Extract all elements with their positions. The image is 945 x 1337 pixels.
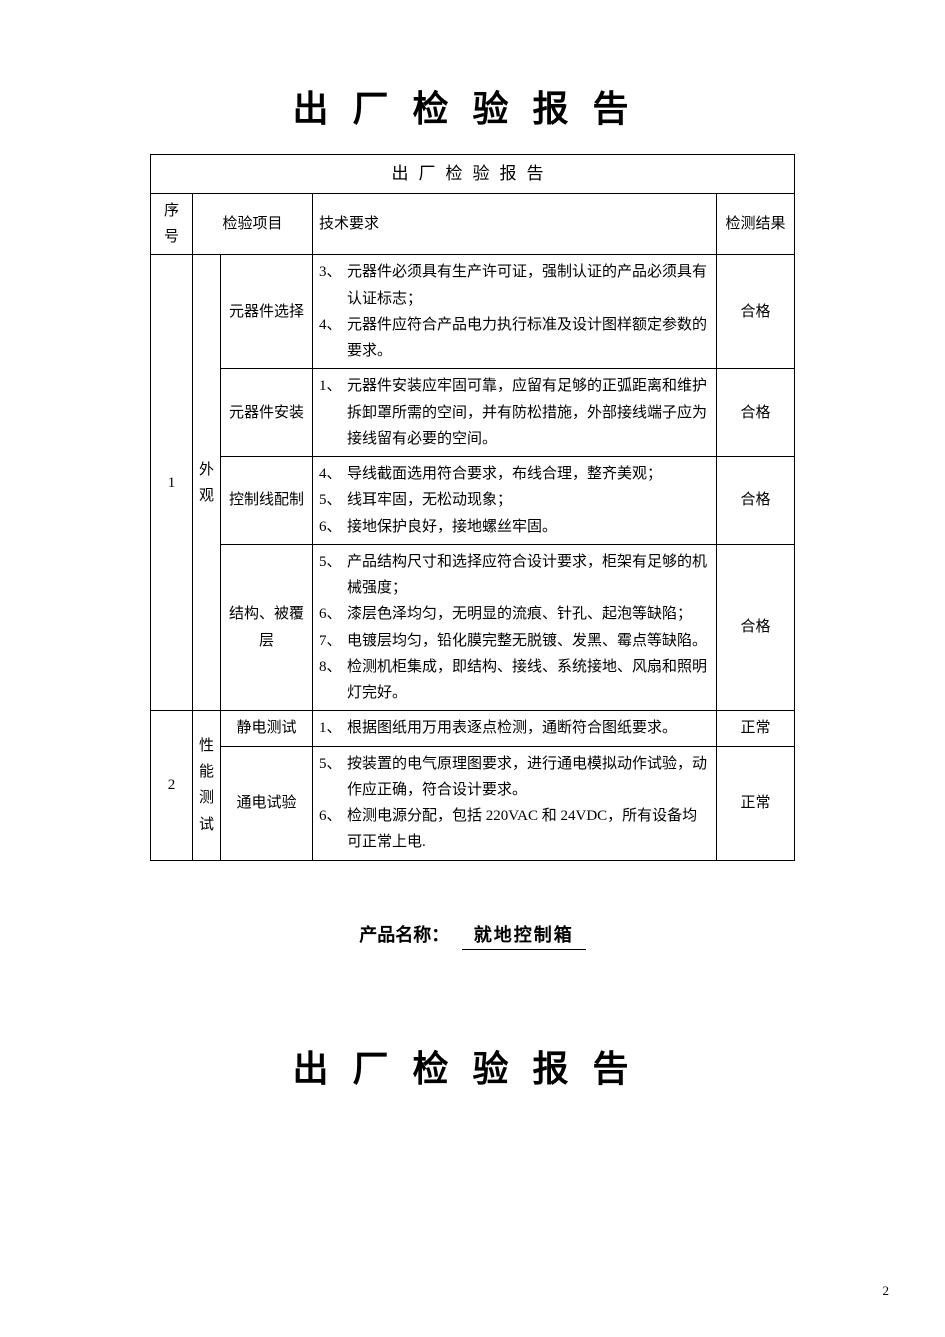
inspection-table: 出厂检验报告 序号 检验项目 技术要求 检测结果 1 外观 元器件选择 3、元器… <box>150 154 795 861</box>
req-text: 导线截面选用符合要求，布线合理，整齐美观； <box>347 461 710 487</box>
col-header-seq: 序号 <box>151 193 193 255</box>
item-cell: 通电试验 <box>221 746 313 860</box>
category-cell: 外观 <box>193 255 221 711</box>
req-num: 6、 <box>319 514 347 540</box>
req-cell: 4、导线截面选用符合要求，布线合理，整齐美观； 5、线耳牢固，无松动现象； 6、… <box>313 457 717 545</box>
req-text: 元器件安装应牢固可靠，应留有足够的正弧距离和维护拆卸罩所需的空间，并有防松措施，… <box>347 373 710 452</box>
req-text: 元器件必须具有生产许可证，强制认证的产品必须具有认证标志； <box>347 259 710 312</box>
req-text: 漆层色泽均匀，无明显的流痕、针孔、起泡等缺陷； <box>347 601 710 627</box>
category-cell: 性能测试 <box>193 711 221 860</box>
req-cell: 1、根据图纸用万用表逐点检测，通断符合图纸要求。 <box>313 711 717 746</box>
req-cell: 1、元器件安装应牢固可靠，应留有足够的正弧距离和维护拆卸罩所需的空间，并有防松措… <box>313 369 717 457</box>
req-text: 电镀层均匀，铅化膜完整无脱镀、发黑、霉点等缺陷。 <box>347 628 710 654</box>
req-num: 1、 <box>319 715 347 741</box>
req-num: 4、 <box>319 312 347 338</box>
req-num: 6、 <box>319 601 347 627</box>
req-text: 线耳牢固，无松动现象； <box>347 487 710 513</box>
result-cell: 合格 <box>717 457 795 545</box>
item-cell: 元器件安装 <box>221 369 313 457</box>
col-header-req: 技术要求 <box>313 193 717 255</box>
req-text: 产品结构尺寸和选择应符合设计要求，柜架有足够的机械强度； <box>347 549 710 602</box>
req-cell: 3、元器件必须具有生产许可证，强制认证的产品必须具有认证标志； 4、元器件应符合… <box>313 255 717 369</box>
req-num: 5、 <box>319 751 347 777</box>
result-cell: 正常 <box>717 746 795 860</box>
req-num: 8、 <box>319 654 347 680</box>
result-cell: 合格 <box>717 369 795 457</box>
page-number: 2 <box>883 1283 890 1299</box>
item-cell: 控制线配制 <box>221 457 313 545</box>
req-num: 7、 <box>319 628 347 654</box>
product-label: 产品名称： <box>359 925 449 945</box>
req-text: 根据图纸用万用表逐点检测，通断符合图纸要求。 <box>347 715 710 741</box>
second-title: 出厂检验报告 <box>150 1040 795 1092</box>
item-cell: 静电测试 <box>221 711 313 746</box>
seq-cell: 1 <box>151 255 193 711</box>
req-text: 接地保护良好，接地螺丝牢固。 <box>347 514 710 540</box>
result-cell: 正常 <box>717 711 795 746</box>
main-title: 出厂检验报告 <box>150 80 795 132</box>
result-cell: 合格 <box>717 255 795 369</box>
req-text: 检测机柜集成，即结构、接线、系统接地、风扇和照明灯完好。 <box>347 654 710 707</box>
page-content: 出厂检验报告 出厂检验报告 序号 检验项目 技术要求 检测结果 1 外观 元器件… <box>0 0 945 1092</box>
col-header-result: 检测结果 <box>717 193 795 255</box>
req-num: 5、 <box>319 549 347 575</box>
req-cell: 5、产品结构尺寸和选择应符合设计要求，柜架有足够的机械强度； 6、漆层色泽均匀，… <box>313 544 717 711</box>
table-title: 出厂检验报告 <box>151 155 795 194</box>
req-text: 按装置的电气原理图要求，进行通电模拟动作试验，动作应正确，符合设计要求。 <box>347 751 710 804</box>
req-num: 1、 <box>319 373 347 399</box>
col-header-item: 检验项目 <box>193 193 313 255</box>
product-name-line: 产品名称： 就地控制箱 <box>150 921 795 950</box>
req-text: 元器件应符合产品电力执行标准及设计图样额定参数的要求。 <box>347 312 710 365</box>
req-num: 4、 <box>319 461 347 487</box>
product-value: 就地控制箱 <box>462 921 586 950</box>
req-num: 6、 <box>319 803 347 829</box>
item-cell: 结构、被覆层 <box>221 544 313 711</box>
req-cell: 5、按装置的电气原理图要求，进行通电模拟动作试验，动作应正确，符合设计要求。 6… <box>313 746 717 860</box>
item-cell: 元器件选择 <box>221 255 313 369</box>
seq-cell: 2 <box>151 711 193 860</box>
req-text: 检测电源分配，包括 220VAC 和 24VDC，所有设备均可正常上电. <box>347 803 710 856</box>
req-num: 3、 <box>319 259 347 285</box>
req-num: 5、 <box>319 487 347 513</box>
result-cell: 合格 <box>717 544 795 711</box>
